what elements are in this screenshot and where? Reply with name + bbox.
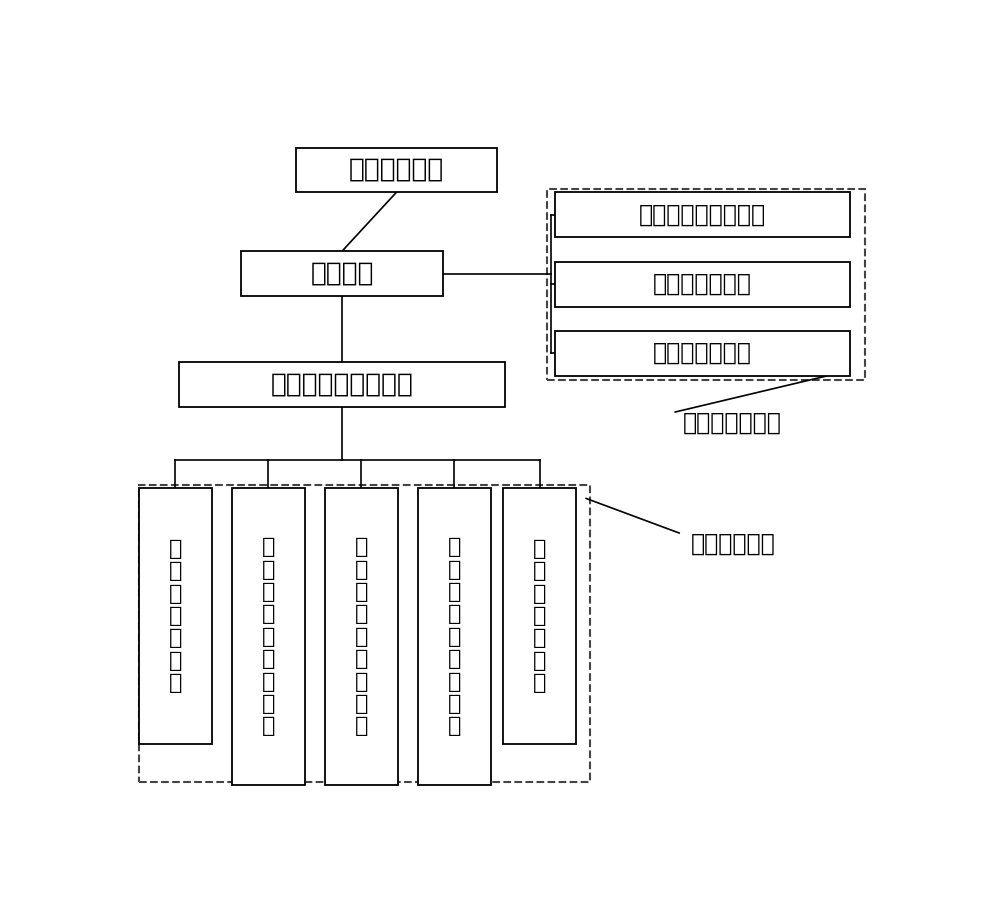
Bar bbox=[555, 330, 850, 375]
Bar bbox=[418, 489, 491, 786]
Text: 检
测
方
法
修
改
子
窗
体: 检 测 方 法 修 改 子 窗 体 bbox=[448, 537, 461, 736]
Text: 故
障
数
据
修
改
子
窗
体: 故 障 数 据 修 改 子 窗 体 bbox=[355, 537, 368, 736]
Text: 结论事实库模块: 结论事实库模块 bbox=[653, 272, 752, 296]
Bar bbox=[241, 251, 443, 296]
Text: 系
统
诊
断
子
窗
体: 系 统 诊 断 子 窗 体 bbox=[533, 539, 546, 693]
Bar bbox=[555, 192, 850, 237]
Bar bbox=[232, 489, 305, 786]
Text: 推理模块: 推理模块 bbox=[310, 260, 374, 286]
Text: 故障规则库模块: 故障规则库模块 bbox=[653, 341, 752, 365]
Bar bbox=[325, 489, 398, 786]
Text: 诊断依据数据库模块: 诊断依据数据库模块 bbox=[639, 203, 766, 227]
Text: 专家数据库模块: 专家数据库模块 bbox=[683, 410, 782, 435]
Bar bbox=[503, 489, 576, 744]
Bar bbox=[296, 147, 497, 192]
Bar bbox=[139, 489, 212, 744]
Text: 数据输入模块: 数据输入模块 bbox=[349, 157, 444, 183]
Bar bbox=[547, 189, 865, 380]
Bar bbox=[179, 362, 505, 407]
Text: 检
测
方
法
查
询
子
窗
体: 检 测 方 法 查 询 子 窗 体 bbox=[262, 537, 275, 736]
Bar bbox=[555, 261, 850, 306]
Text: 故
障
查
询
子
窗
体: 故 障 查 询 子 窗 体 bbox=[169, 539, 182, 693]
Text: 人机交互界面: 人机交互界面 bbox=[691, 532, 776, 555]
Text: 知识获取、解释模块: 知识获取、解释模块 bbox=[271, 372, 413, 397]
Bar bbox=[139, 485, 590, 782]
